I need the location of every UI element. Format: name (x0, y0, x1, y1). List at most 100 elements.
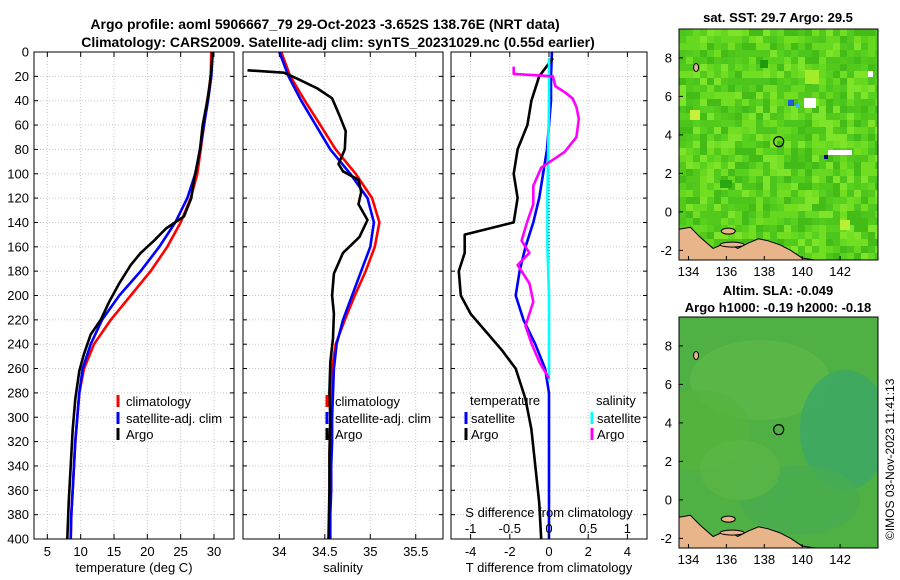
ytick-label: 340 (7, 458, 29, 473)
sst-cell (735, 36, 742, 43)
sst-cell (826, 134, 833, 141)
sst-cell (707, 176, 714, 183)
sst-cell (875, 155, 878, 162)
xtick-top-label: -0.5 (499, 521, 521, 536)
sst-cell (819, 29, 826, 36)
sst-cell (686, 36, 693, 43)
sst-cell (840, 92, 847, 99)
sst-cell (868, 57, 875, 64)
sst-cell (819, 253, 826, 260)
sst-cell (721, 134, 728, 141)
sst-cell (714, 211, 721, 218)
sst-cell (728, 64, 735, 71)
sst-cell (819, 246, 826, 253)
sst-cell (798, 134, 805, 141)
sst-cell (763, 225, 770, 232)
sst-cell (854, 120, 861, 127)
sst-cell (826, 29, 833, 36)
sst-cell (777, 64, 784, 71)
sst-cell (791, 176, 798, 183)
sst-cell (868, 43, 875, 50)
sst-cell (735, 99, 742, 106)
sst-cell (749, 71, 756, 78)
ytick-label: 400 (7, 532, 29, 547)
sst-cell (728, 57, 735, 64)
sst-cell (861, 176, 868, 183)
sst-cell (819, 113, 826, 120)
sst-cell (721, 190, 728, 197)
sst-cell (812, 183, 819, 190)
sst-cell (742, 127, 749, 134)
sst-cell (770, 71, 777, 78)
sst-cell (728, 197, 735, 204)
sst-cell (819, 92, 826, 99)
sst-cell (784, 85, 791, 92)
sst-cell (756, 57, 763, 64)
sst-cell (686, 85, 693, 92)
sst-cell (868, 127, 875, 134)
sst-cell (728, 36, 735, 43)
sst-cell (812, 162, 819, 169)
sst-cell (763, 78, 770, 85)
sst-cell (756, 43, 763, 50)
sst-cell (812, 43, 819, 50)
sst-cell (728, 106, 735, 113)
sst-cell (777, 204, 784, 211)
legend-salinity-title: salinity (596, 393, 636, 408)
map-xtick-label: 142 (829, 552, 851, 567)
sst-cell (777, 92, 784, 99)
sst-cell (833, 183, 840, 190)
ytick-label: 200 (7, 288, 29, 303)
sst-cell (826, 232, 833, 239)
sst-cell (826, 36, 833, 43)
sst-cell (700, 29, 707, 36)
sst-cell (861, 92, 868, 99)
sst-cell (847, 64, 854, 71)
sst-cell (735, 127, 742, 134)
sla-blob (700, 440, 780, 500)
sst-cell (854, 176, 861, 183)
sst-cell (861, 190, 868, 197)
sst-cell (693, 85, 700, 92)
sst-cell (798, 183, 805, 190)
sst-cell (749, 211, 756, 218)
sst-cell (854, 232, 861, 239)
sst-cell (679, 176, 686, 183)
sst-cell (840, 106, 847, 113)
sst-cell (854, 127, 861, 134)
sst-cell (707, 85, 714, 92)
sst-cell (714, 155, 721, 162)
sst-cell (756, 71, 763, 78)
sst-cell (791, 197, 798, 204)
sst-cell (812, 64, 819, 71)
sst-cell (756, 113, 763, 120)
sst-cell (833, 29, 840, 36)
temperature-xlabel: temperature (deg C) (75, 560, 192, 575)
sst-cell (728, 92, 735, 99)
sst-cell (826, 183, 833, 190)
sst-cell (679, 190, 686, 197)
sst-cell (798, 57, 805, 64)
sst-cell (833, 106, 840, 113)
sst-cell (679, 141, 686, 148)
sst-cell (749, 218, 756, 225)
map-xtick-label: 140 (791, 264, 813, 279)
sst-cell (742, 239, 749, 246)
sst-cell (812, 169, 819, 176)
sst-cell (868, 239, 875, 246)
sst-cell (868, 120, 875, 127)
sst-cell (735, 85, 742, 92)
sst-cell (756, 36, 763, 43)
sst-cell (742, 162, 749, 169)
sst-cell (791, 211, 798, 218)
sst-cell (784, 50, 791, 57)
sst-cell (819, 99, 826, 106)
sst-cell (721, 162, 728, 169)
map-ytick-label: 8 (665, 50, 672, 65)
sst-cell (721, 169, 728, 176)
sst-cell (728, 71, 735, 78)
sst-cell (756, 78, 763, 85)
sst-cell (861, 232, 868, 239)
sst-cell (693, 155, 700, 162)
sst-cell (819, 197, 826, 204)
